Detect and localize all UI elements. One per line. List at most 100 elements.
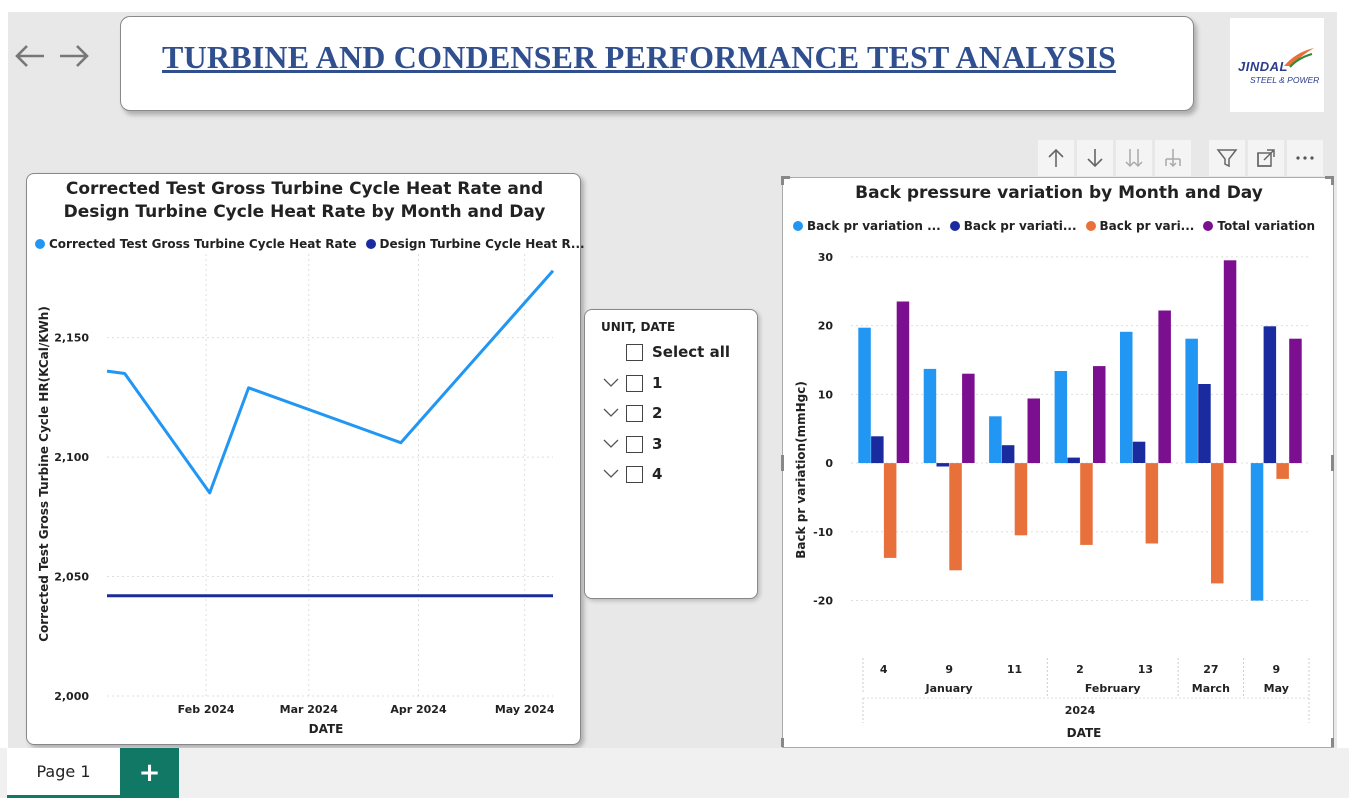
- legend-dot-dark-blue: [365, 239, 376, 249]
- y-tick-label: 10: [818, 388, 834, 401]
- next-level-double-arrow-icon[interactable]: [1116, 140, 1152, 176]
- back-pressure-bar-chart-card[interactable]: Back pressure variation by Month and Day…: [782, 177, 1334, 748]
- bar-3: [883, 463, 897, 558]
- x-tick-label: Mar 2024: [280, 703, 339, 716]
- bar-4: [896, 301, 910, 463]
- select-all-checkbox[interactable]: [626, 343, 643, 361]
- bar-3: [1014, 463, 1028, 536]
- bar-1: [1250, 463, 1264, 601]
- drill-down-arrow-icon[interactable]: [1077, 140, 1113, 176]
- slicer-checkbox[interactable]: [626, 435, 643, 453]
- x-tick-day-label: 9: [945, 663, 953, 676]
- company-logo: JINDAL STEEL & POWER: [1230, 18, 1324, 112]
- bar-3: [1145, 463, 1159, 544]
- legend-dot-light-blue: [35, 239, 45, 249]
- tab-page-1[interactable]: Page 1: [7, 748, 120, 798]
- slicer-item-2[interactable]: 2: [601, 402, 662, 424]
- legend-item-series3[interactable]: Back pr vari...: [1085, 219, 1194, 233]
- slicer-item-3[interactable]: 3: [601, 433, 662, 455]
- heat-rate-plot-area: Feb 2024 Mar 2024 Apr 2024 May 2024 2,000 2,0…: [37, 254, 555, 736]
- legend-dot-purple: [1203, 221, 1214, 231]
- bar-2: [1067, 457, 1080, 464]
- unit-date-slicer: UNIT, DATE Select all 1 2 3 4: [584, 309, 758, 599]
- legend-item-corrected[interactable]: Corrected Test Gross Turbine Cycle Heat …: [35, 237, 357, 251]
- x-tick-month-label: February: [1085, 682, 1141, 695]
- heat-rate-legend: Corrected Test Gross Turbine Cycle Heat …: [35, 237, 594, 251]
- add-page-button[interactable]: +: [120, 748, 179, 798]
- legend-label-total: Total variation: [1217, 219, 1316, 233]
- bar-2: [1198, 384, 1211, 463]
- resize-handle[interactable]: [781, 176, 790, 179]
- bar-4: [1158, 310, 1171, 464]
- slicer-item-label: 3: [652, 435, 663, 453]
- bar-2: [871, 436, 884, 464]
- x-tick-day-label: 11: [1007, 663, 1022, 676]
- chevron-down-icon[interactable]: [601, 408, 621, 418]
- bar-3: [1276, 463, 1289, 479]
- x-tick-month-label: May: [1264, 682, 1289, 695]
- back-pressure-plot-area: -20 -10 0 10 20 30 Back pr variation(mmHgc) 4 9 1…: [794, 251, 1310, 740]
- legend-label-corrected: Corrected Test Gross Turbine Cycle Heat …: [49, 237, 357, 251]
- filter-icon[interactable]: [1209, 140, 1245, 176]
- expand-hierarchy-icon[interactable]: [1155, 140, 1191, 176]
- x-tick-day-label: 4: [880, 663, 888, 676]
- bar-4: [1093, 366, 1106, 463]
- forward-arrow-icon[interactable]: [56, 38, 92, 74]
- resize-handle[interactable]: [1325, 176, 1334, 179]
- legend-item-total[interactable]: Total variation: [1203, 219, 1315, 233]
- legend-dot-dark-blue: [949, 221, 960, 231]
- resize-handle[interactable]: [781, 738, 784, 747]
- bar-2: [936, 463, 949, 467]
- slicer-item-1[interactable]: 1: [601, 372, 662, 394]
- bar-1: [1120, 331, 1133, 464]
- drill-up-arrow-icon[interactable]: [1038, 140, 1074, 176]
- report-title: TURBINE AND CONDENSER PERFORMANCE TEST A…: [162, 39, 1116, 75]
- x-axis-title: DATE: [1067, 726, 1102, 740]
- resize-handle[interactable]: [781, 455, 784, 471]
- bar-4: [1223, 260, 1237, 463]
- more-options-icon[interactable]: [1287, 140, 1323, 176]
- slicer-checkbox[interactable]: [626, 404, 643, 422]
- visual-header-toolbar: [1038, 140, 1323, 176]
- y-tick-label: 2,000: [54, 690, 89, 703]
- bar-2: [1001, 445, 1015, 464]
- heat-rate-line-chart-card[interactable]: Corrected Test Gross Turbine Cycle Heat …: [26, 173, 585, 745]
- chevron-down-icon[interactable]: [601, 439, 621, 449]
- logo-text-sub: STEEL & POWER: [1250, 75, 1320, 85]
- x-tick-day-label: 2: [1076, 663, 1084, 676]
- legend-item-design[interactable]: Design Turbine Cycle Heat R...: [365, 237, 585, 251]
- focus-mode-icon[interactable]: [1248, 140, 1284, 176]
- y-tick-label: 2,100: [54, 451, 89, 464]
- y-tick-label: 2,050: [54, 571, 89, 584]
- resize-handle[interactable]: [1331, 738, 1334, 747]
- legend-item-series2[interactable]: Back pr variati...: [949, 219, 1077, 233]
- x-tick-label: Feb 2024: [178, 703, 235, 716]
- slicer-item-4[interactable]: 4: [601, 463, 662, 485]
- legend-item-series1[interactable]: Back pr variation ...: [793, 219, 941, 233]
- x-tick-day-label: 13: [1138, 663, 1153, 676]
- x-tick-label: May 2024: [495, 703, 555, 716]
- chevron-down-icon[interactable]: [601, 378, 621, 388]
- y-tick-label: 0: [825, 457, 833, 470]
- resize-handle[interactable]: [781, 176, 784, 185]
- back-arrow-icon[interactable]: [12, 38, 48, 74]
- resize-handle[interactable]: [1331, 176, 1334, 185]
- logo-swoosh-icon: [1284, 48, 1314, 68]
- x-tick-year-label: 2024: [1065, 704, 1096, 717]
- slicer-checkbox[interactable]: [626, 465, 643, 483]
- bar-1: [1185, 338, 1198, 464]
- slicer-header: UNIT, DATE: [601, 320, 676, 334]
- x-axis-title: DATE: [309, 722, 344, 736]
- legend-label-series1: Back pr variation ...: [807, 219, 941, 233]
- legend-label-series2: Back pr variati...: [963, 219, 1077, 233]
- bar-4: [1289, 338, 1302, 464]
- bar-4: [962, 373, 975, 463]
- x-tick-month-label: March: [1192, 682, 1230, 695]
- slicer-checkbox[interactable]: [626, 374, 643, 392]
- legend-label-design: Design Turbine Cycle Heat R...: [379, 237, 585, 251]
- chevron-down-icon[interactable]: [601, 469, 621, 479]
- resize-handle[interactable]: [1331, 455, 1334, 471]
- slicer-select-all[interactable]: Select all: [601, 341, 730, 363]
- bar-1: [923, 368, 937, 464]
- legend-dot-orange: [1085, 221, 1096, 231]
